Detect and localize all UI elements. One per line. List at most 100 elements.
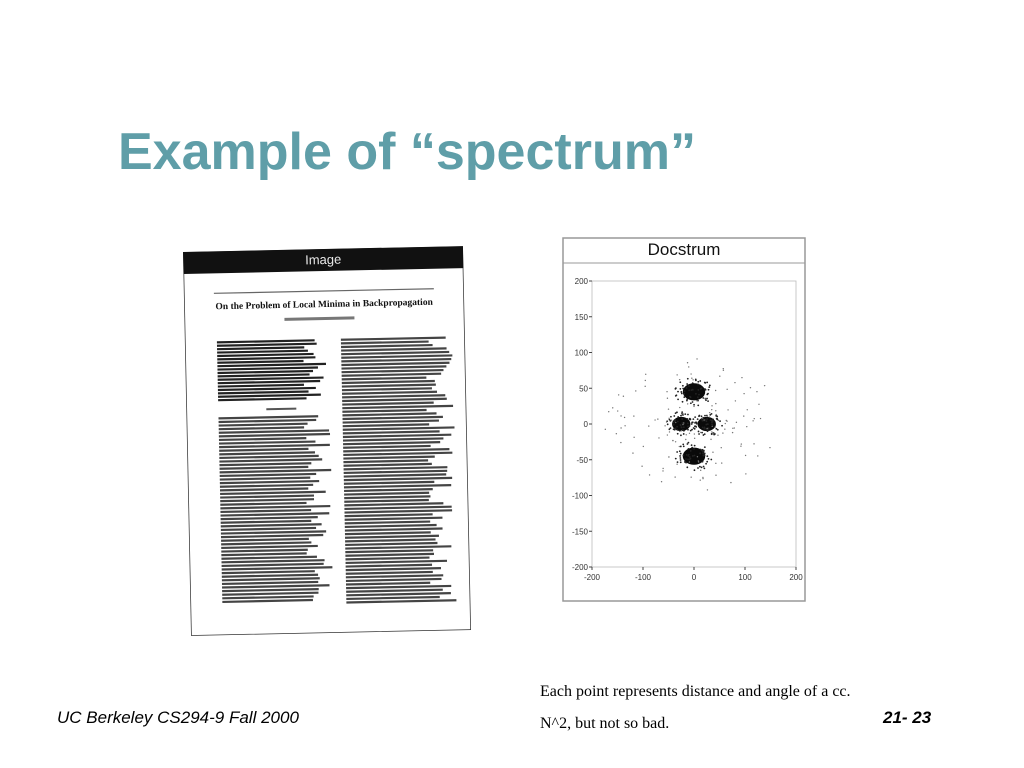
data-point: [714, 433, 716, 435]
data-point: [679, 455, 681, 457]
data-point: [686, 403, 689, 405]
data-point: [693, 448, 696, 450]
data-point: [677, 415, 680, 418]
scanned-page-image: Image On the Problem of Local Minima in …: [183, 246, 471, 636]
data-point: [702, 397, 705, 399]
data-point: [706, 418, 708, 420]
y-tick-label: 100: [575, 349, 589, 358]
data-point: [710, 458, 713, 461]
data-point: [710, 419, 713, 422]
data-point: [697, 467, 699, 469]
data-point: [676, 428, 679, 431]
data-point: [642, 445, 645, 448]
data-point: [615, 433, 618, 435]
data-point: [682, 454, 685, 457]
data-point: [687, 413, 689, 416]
data-point: [691, 421, 694, 424]
data-point: [690, 373, 692, 375]
data-point: [740, 445, 742, 447]
x-tick-label: 0: [692, 573, 697, 582]
y-tick-label: -50: [576, 456, 588, 465]
data-point: [691, 428, 693, 431]
slide-caption: Each point represents distance and angle…: [540, 682, 880, 746]
data-point: [743, 415, 745, 417]
data-point: [679, 387, 682, 390]
data-point: [693, 427, 696, 430]
data-point: [686, 398, 689, 401]
data-point: [660, 481, 663, 483]
data-point: [623, 416, 626, 419]
data-point: [687, 385, 690, 387]
data-point: [706, 489, 709, 491]
slide-title: Example of “spectrum”: [118, 123, 696, 181]
data-point: [708, 386, 711, 389]
footer-course: UC Berkeley CS294-9 Fall 2000: [57, 708, 299, 727]
y-tick-label: -100: [572, 492, 589, 501]
data-point: [608, 411, 610, 413]
data-point: [674, 457, 677, 460]
data-point: [701, 460, 704, 463]
data-point: [717, 419, 720, 422]
data-point: [702, 449, 705, 452]
data-point: [620, 441, 622, 444]
data-point: [704, 397, 706, 400]
data-point: [697, 389, 700, 391]
data-point: [641, 465, 643, 467]
data-point: [706, 415, 708, 418]
data-point: [682, 423, 684, 426]
data-point: [710, 433, 713, 436]
data-point: [672, 421, 675, 424]
data-point: [691, 382, 694, 385]
data-point: [678, 429, 681, 432]
data-point: [699, 469, 702, 472]
data-point: [673, 428, 676, 431]
data-point: [673, 415, 676, 417]
data-point: [679, 424, 682, 427]
docstrum-plot: 200 150 100 50 0 -50 -100 -150 -200-200 -100 0 100 2…: [562, 237, 806, 602]
data-point: [710, 412, 713, 415]
data-point: [698, 433, 700, 435]
data-point: [706, 430, 709, 433]
data-point: [620, 415, 622, 417]
data-point: [715, 414, 718, 417]
data-point: [721, 462, 723, 464]
data-point: [683, 392, 686, 395]
data-point: [697, 383, 699, 386]
data-point: [633, 436, 635, 438]
data-point: [679, 381, 682, 384]
data-point: [746, 425, 748, 428]
data-point: [692, 379, 694, 381]
data-point: [706, 381, 709, 384]
data-point: [706, 423, 709, 426]
data-point: [633, 415, 635, 417]
data-point: [693, 469, 696, 472]
data-point: [711, 405, 713, 407]
data-point: [715, 402, 717, 405]
data-point: [745, 473, 747, 475]
data-point: [674, 387, 677, 390]
data-point: [683, 396, 686, 399]
data-point: [644, 385, 646, 388]
data-point: [714, 389, 717, 392]
data-point: [689, 402, 692, 405]
data-point: [711, 432, 714, 434]
data-point: [680, 414, 682, 417]
data-point: [724, 422, 726, 425]
data-point: [706, 397, 708, 400]
data-point: [740, 443, 743, 445]
data-point: [708, 384, 711, 387]
data-point: [732, 427, 734, 430]
data-point: [752, 420, 754, 422]
data-point: [699, 448, 702, 451]
data-point: [694, 421, 697, 424]
data-point: [689, 418, 692, 421]
x-tick-label: 100: [738, 573, 752, 582]
data-point: [724, 428, 726, 430]
data-point: [687, 441, 690, 444]
data-point: [716, 417, 718, 420]
data-point: [667, 408, 670, 410]
data-point: [691, 401, 694, 403]
data-point: [753, 417, 755, 420]
data-point: [704, 388, 707, 391]
caption-line-2: N^2, but not so bad.: [540, 715, 670, 732]
